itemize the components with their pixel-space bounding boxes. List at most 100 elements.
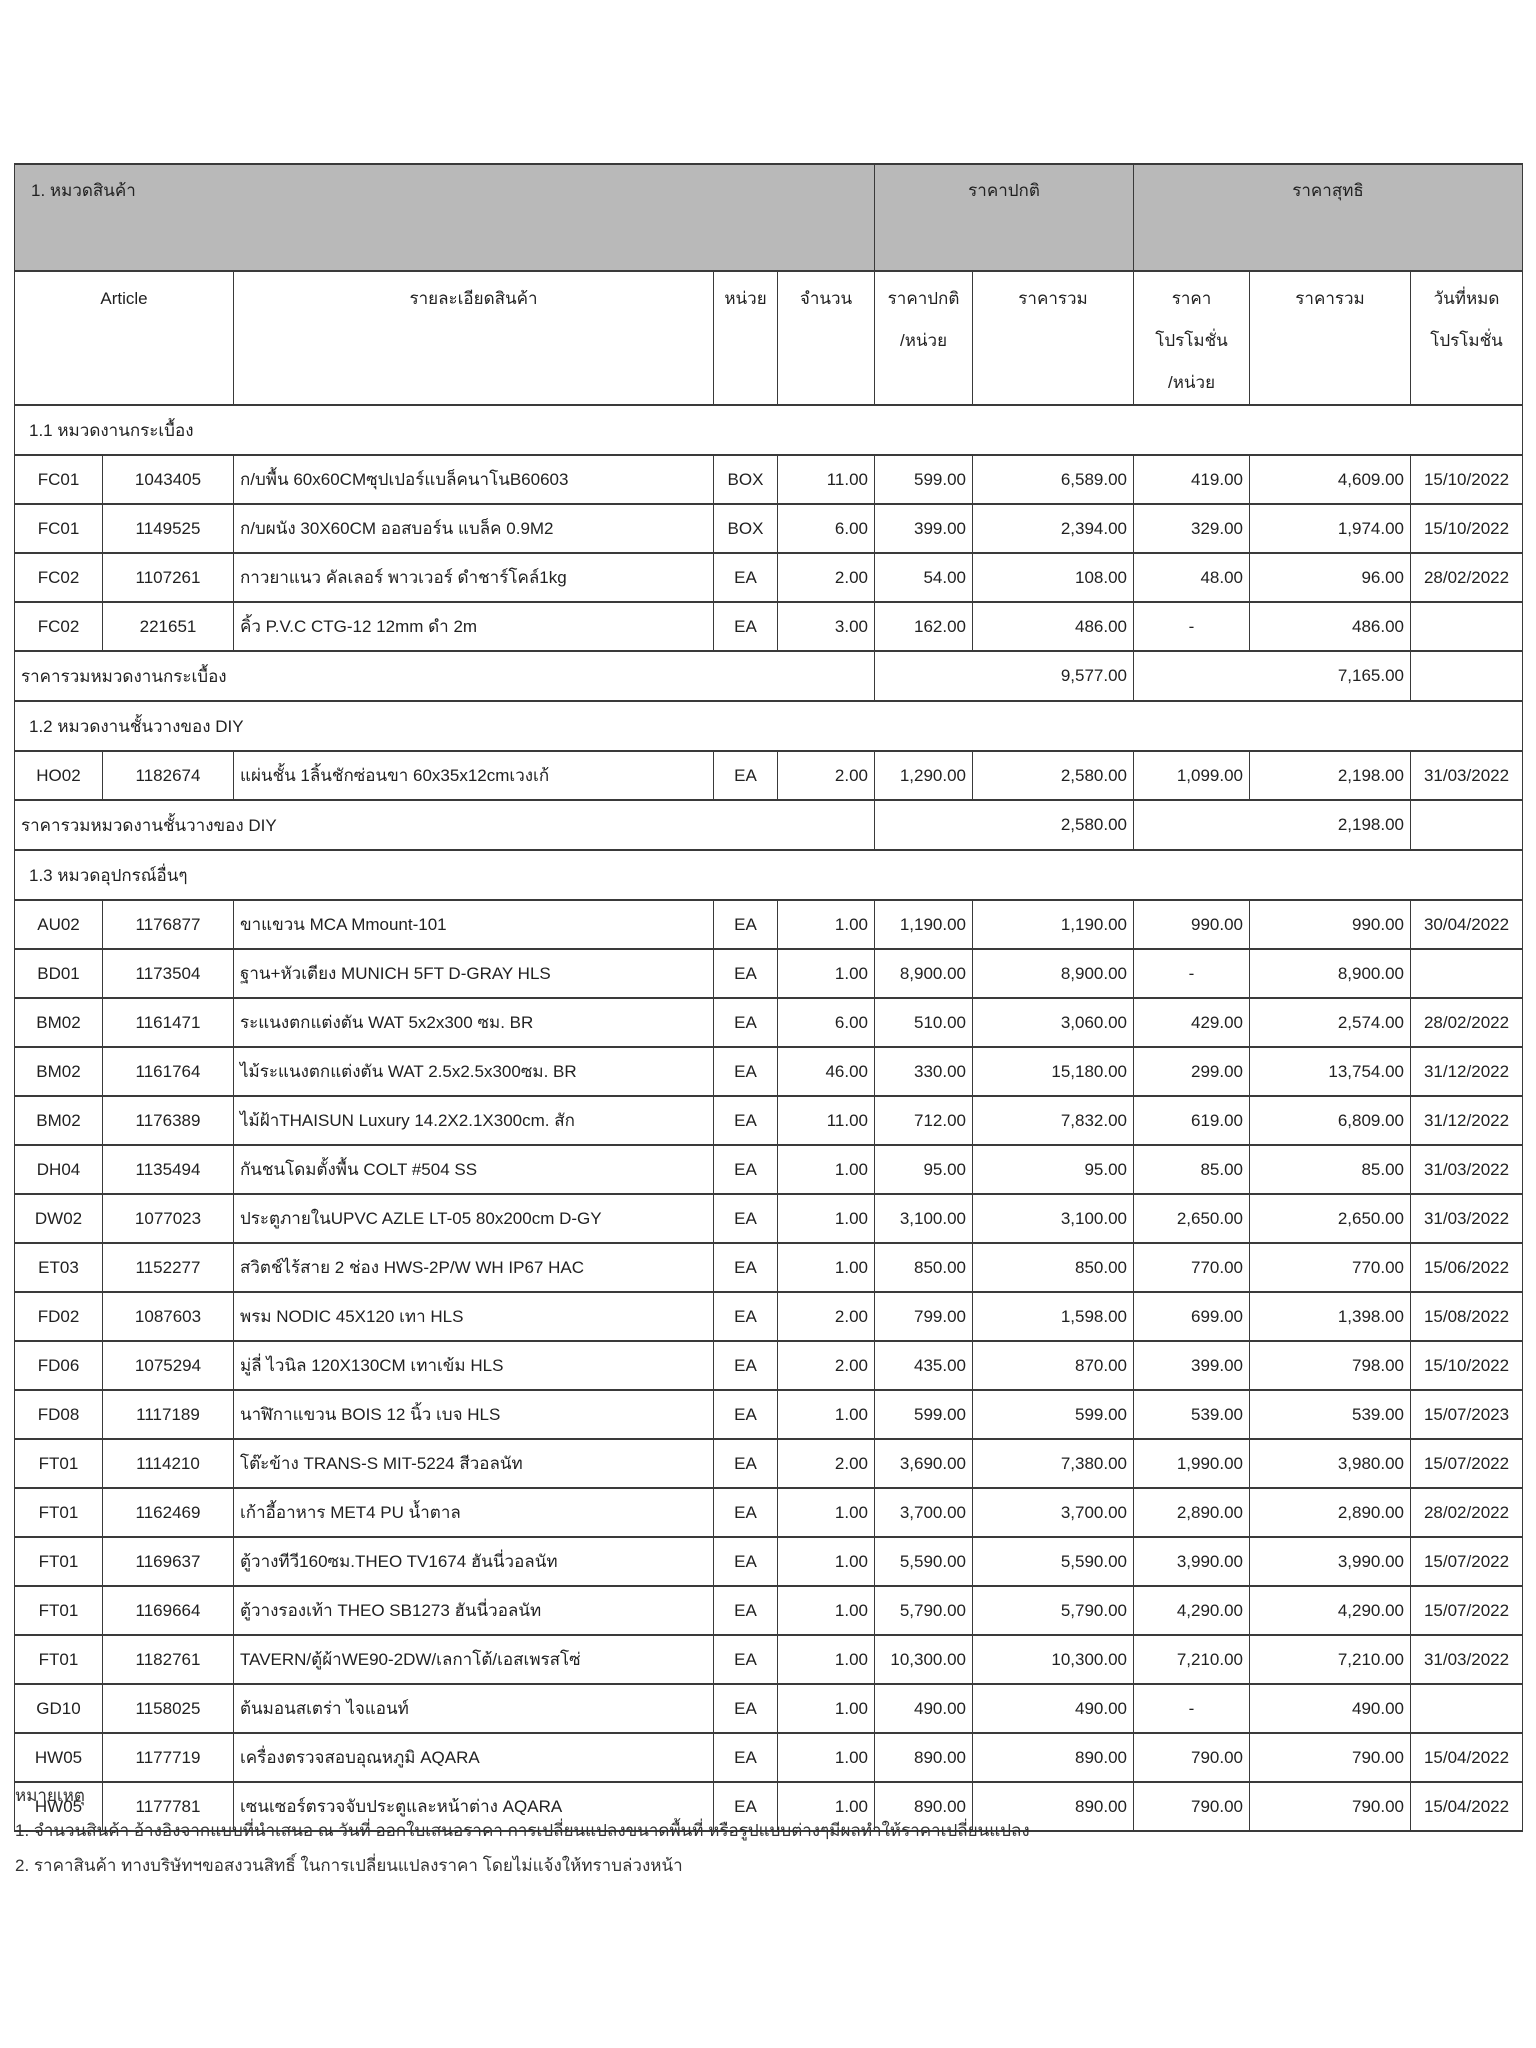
cell-article-number: 1161764 xyxy=(102,1046,234,1097)
cell-article-code: HO02 xyxy=(14,750,103,801)
cell-quantity: 1.00 xyxy=(776,1193,876,1244)
cell-quantity: 1.00 xyxy=(776,1389,876,1440)
cell-unit: EA xyxy=(713,1242,778,1293)
column-header-unit: หน่วย xyxy=(713,270,778,406)
cell-quantity: 1.00 xyxy=(776,1144,876,1195)
cell-article-code: FD06 xyxy=(14,1340,103,1391)
cell-promo-unit-price: 48.00 xyxy=(1133,552,1251,603)
item-row: FD08 1117189 นาฬิกาแขวน BOIS 12 นิ้ว เบจ H… xyxy=(14,1389,1524,1440)
cell-normal-unit-price: 599.00 xyxy=(874,1389,974,1440)
cell-unit: EA xyxy=(713,1732,778,1783)
group-header-product-category: 1. หมวดสินค้า xyxy=(13,163,876,272)
item-row: HO02 1182674 แผ่นชั้น 1ลิ้นชักซ่อนขา 60x35… xyxy=(14,750,1524,801)
cell-promo-total: 486.00 xyxy=(1249,601,1412,652)
cell-article-number: 1135494 xyxy=(102,1144,234,1195)
cell-quantity: 2.00 xyxy=(776,1291,876,1342)
cell-unit: EA xyxy=(713,1781,778,1832)
cell-unit: EA xyxy=(713,899,778,950)
cell-unit: EA xyxy=(713,1340,778,1391)
cell-article-number: 1162469 xyxy=(102,1487,234,1538)
cell-normal-unit-price: 510.00 xyxy=(874,997,974,1048)
cell-article-number: 1177719 xyxy=(102,1732,234,1783)
item-row: FC01 1043405 ก/บพื้น 60x60CMซุปเปอร์แบล็คน… xyxy=(14,454,1524,505)
item-row: DW02 1077023 ประตูภายในUPVC AZLE LT-05 80x… xyxy=(14,1193,1524,1244)
cell-normal-unit-price: 330.00 xyxy=(874,1046,974,1097)
notes-title: หมายเหตุ xyxy=(15,1786,85,1805)
cell-article-code: FC02 xyxy=(14,601,103,652)
cell-quantity: 11.00 xyxy=(776,1095,876,1146)
cell-promo-total: 798.00 xyxy=(1249,1340,1412,1391)
cell-promo-expiry-date: 28/02/2022 xyxy=(1410,997,1524,1048)
cell-article-code: ET03 xyxy=(14,1242,103,1293)
cell-article-number: 1149525 xyxy=(102,503,234,554)
item-row: BM02 1161471 ระแนงตกแต่งตัน WAT 5x2x300 ซม… xyxy=(14,997,1524,1048)
cell-promo-unit-price: 1,099.00 xyxy=(1133,750,1251,801)
cell-description: นาฬิกาแขวน BOIS 12 นิ้ว เบจ HLS xyxy=(233,1389,714,1440)
cell-normal-total: 7,380.00 xyxy=(972,1438,1135,1489)
cell-promo-unit-price: - xyxy=(1133,1683,1251,1734)
cell-normal-unit-price: 3,700.00 xyxy=(874,1487,974,1538)
cell-normal-unit-price: 799.00 xyxy=(874,1291,974,1342)
cell-article-number: 1169664 xyxy=(102,1585,234,1636)
column-header-row: Article รายละเอียดสินค้า หน่วย จำนวน ราค… xyxy=(14,270,1524,406)
cell-promo-total: 7,210.00 xyxy=(1249,1634,1412,1685)
cell-normal-unit-price: 5,790.00 xyxy=(874,1585,974,1636)
cell-description: ประตูภายในUPVC AZLE LT-05 80x200cm D-GY xyxy=(233,1193,714,1244)
cell-promo-total: 1,398.00 xyxy=(1249,1291,1412,1342)
item-row: AU02 1176877 ขาแขวน MCA Mmount-101 EA 1.00 1,… xyxy=(14,899,1524,950)
cell-article-code: FT01 xyxy=(14,1536,103,1587)
cell-normal-unit-price: 599.00 xyxy=(874,454,974,505)
item-row: BM02 1176389 ไม้ฝ้าTHAISUN Luxury 14.2X2.1… xyxy=(14,1095,1524,1146)
cell-article-code: HW05 xyxy=(14,1732,103,1783)
cell-description: ตู้วางรองเท้า THEO SB1273 ฮันนี่วอลนัท xyxy=(233,1585,714,1636)
cell-article-code: FT01 xyxy=(14,1585,103,1636)
item-row: FD02 1087603 พรม NODIC 45X120 เทา HLS EA 2.0… xyxy=(14,1291,1524,1342)
cell-unit: EA xyxy=(713,1193,778,1244)
cell-promo-unit-price: 7,210.00 xyxy=(1133,1634,1251,1685)
item-row: FC01 1149525 ก/บผนัง 30X60CM ออสบอร์น แบล็… xyxy=(14,503,1524,554)
cell-article-code: DH04 xyxy=(14,1144,103,1195)
section-total-label: ราคารวมหมวดงานชั้นวางของ DIY xyxy=(13,799,876,851)
cell-article-number: 1176877 xyxy=(102,899,234,950)
cell-description: ต้นมอนสเตร่า ไจแอนท์ xyxy=(233,1683,714,1734)
item-row: GD10 1158025 ต้นมอนสเตร่า ไจแอนท์ EA 1.00 490… xyxy=(14,1683,1524,1734)
cell-normal-unit-price: 5,590.00 xyxy=(874,1536,974,1587)
cell-quantity: 2.00 xyxy=(776,1438,876,1489)
cell-unit: EA xyxy=(713,1487,778,1538)
cell-promo-expiry-date xyxy=(1410,1683,1524,1734)
cell-promo-expiry-date: 15/10/2022 xyxy=(1410,503,1524,554)
cell-article-number: 1043405 xyxy=(102,454,234,505)
cell-unit: EA xyxy=(713,1536,778,1587)
cell-promo-total: 2,650.00 xyxy=(1249,1193,1412,1244)
cell-promo-total: 85.00 xyxy=(1249,1144,1412,1195)
cell-promo-unit-price: 699.00 xyxy=(1133,1291,1251,1342)
cell-description: สวิตช์ไร้สาย 2 ช่อง HWS-2P/W WH IP67 HAC xyxy=(233,1242,714,1293)
cell-normal-total: 870.00 xyxy=(972,1340,1135,1391)
cell-normal-total: 6,589.00 xyxy=(972,454,1135,505)
section-total-label: ราคารวมหมวดงานกระเบื้อง xyxy=(13,650,876,702)
cell-quantity: 1.00 xyxy=(776,948,876,999)
column-header-quantity: จำนวน xyxy=(776,270,876,406)
cell-normal-total: 2,580.00 xyxy=(972,750,1135,801)
item-row: FC02 1107261 กาวยาแนว คัลเลอร์ พาวเวอร์ ดำ… xyxy=(14,552,1524,603)
item-row: DH04 1135494 กันชนโดมตั้งพื้น COLT #504 SS… xyxy=(14,1144,1524,1195)
cell-quantity: 1.00 xyxy=(776,1536,876,1587)
cell-unit: BOX xyxy=(713,503,778,554)
item-row: BD01 1173504 ฐาน+หัวเตียง MUNICH 5FT D-GRA… xyxy=(14,948,1524,999)
cell-promo-total: 790.00 xyxy=(1249,1732,1412,1783)
section-total-row: ราคารวมหมวดงานกระเบื้อง 9,577.00 7,165.00 xyxy=(13,650,1524,702)
cell-article-code: FC01 xyxy=(14,454,103,505)
column-header-promo-expiry: วันที่หมด โปรโมชั่น xyxy=(1410,270,1524,406)
item-row: ET03 1152277 สวิตช์ไร้สาย 2 ช่อง HWS-2P/W … xyxy=(14,1242,1524,1293)
cell-normal-total: 95.00 xyxy=(972,1144,1135,1195)
item-row: FT01 1182761 TAVERN/ตู้ผ้าWE90-2DW/เลกาโต้… xyxy=(14,1634,1524,1685)
item-row: FT01 1169664 ตู้วางรองเท้า THEO SB1273 ฮัน… xyxy=(14,1585,1524,1636)
note-line-1: 1. จำนวนสินค้า อ้างอิงจากแบบที่นำเสนอ ณ … xyxy=(15,1821,1030,1840)
section-title: 1.3 หมวดอุปกรณ์อื่นๆ xyxy=(13,849,1524,901)
cell-promo-total: 4,609.00 xyxy=(1249,454,1412,505)
section-title: 1.1 หมวดงานกระเบื้อง xyxy=(13,404,1524,456)
cell-quantity: 1.00 xyxy=(776,1683,876,1734)
cell-unit: EA xyxy=(713,997,778,1048)
cell-promo-unit-price: 2,650.00 xyxy=(1133,1193,1251,1244)
